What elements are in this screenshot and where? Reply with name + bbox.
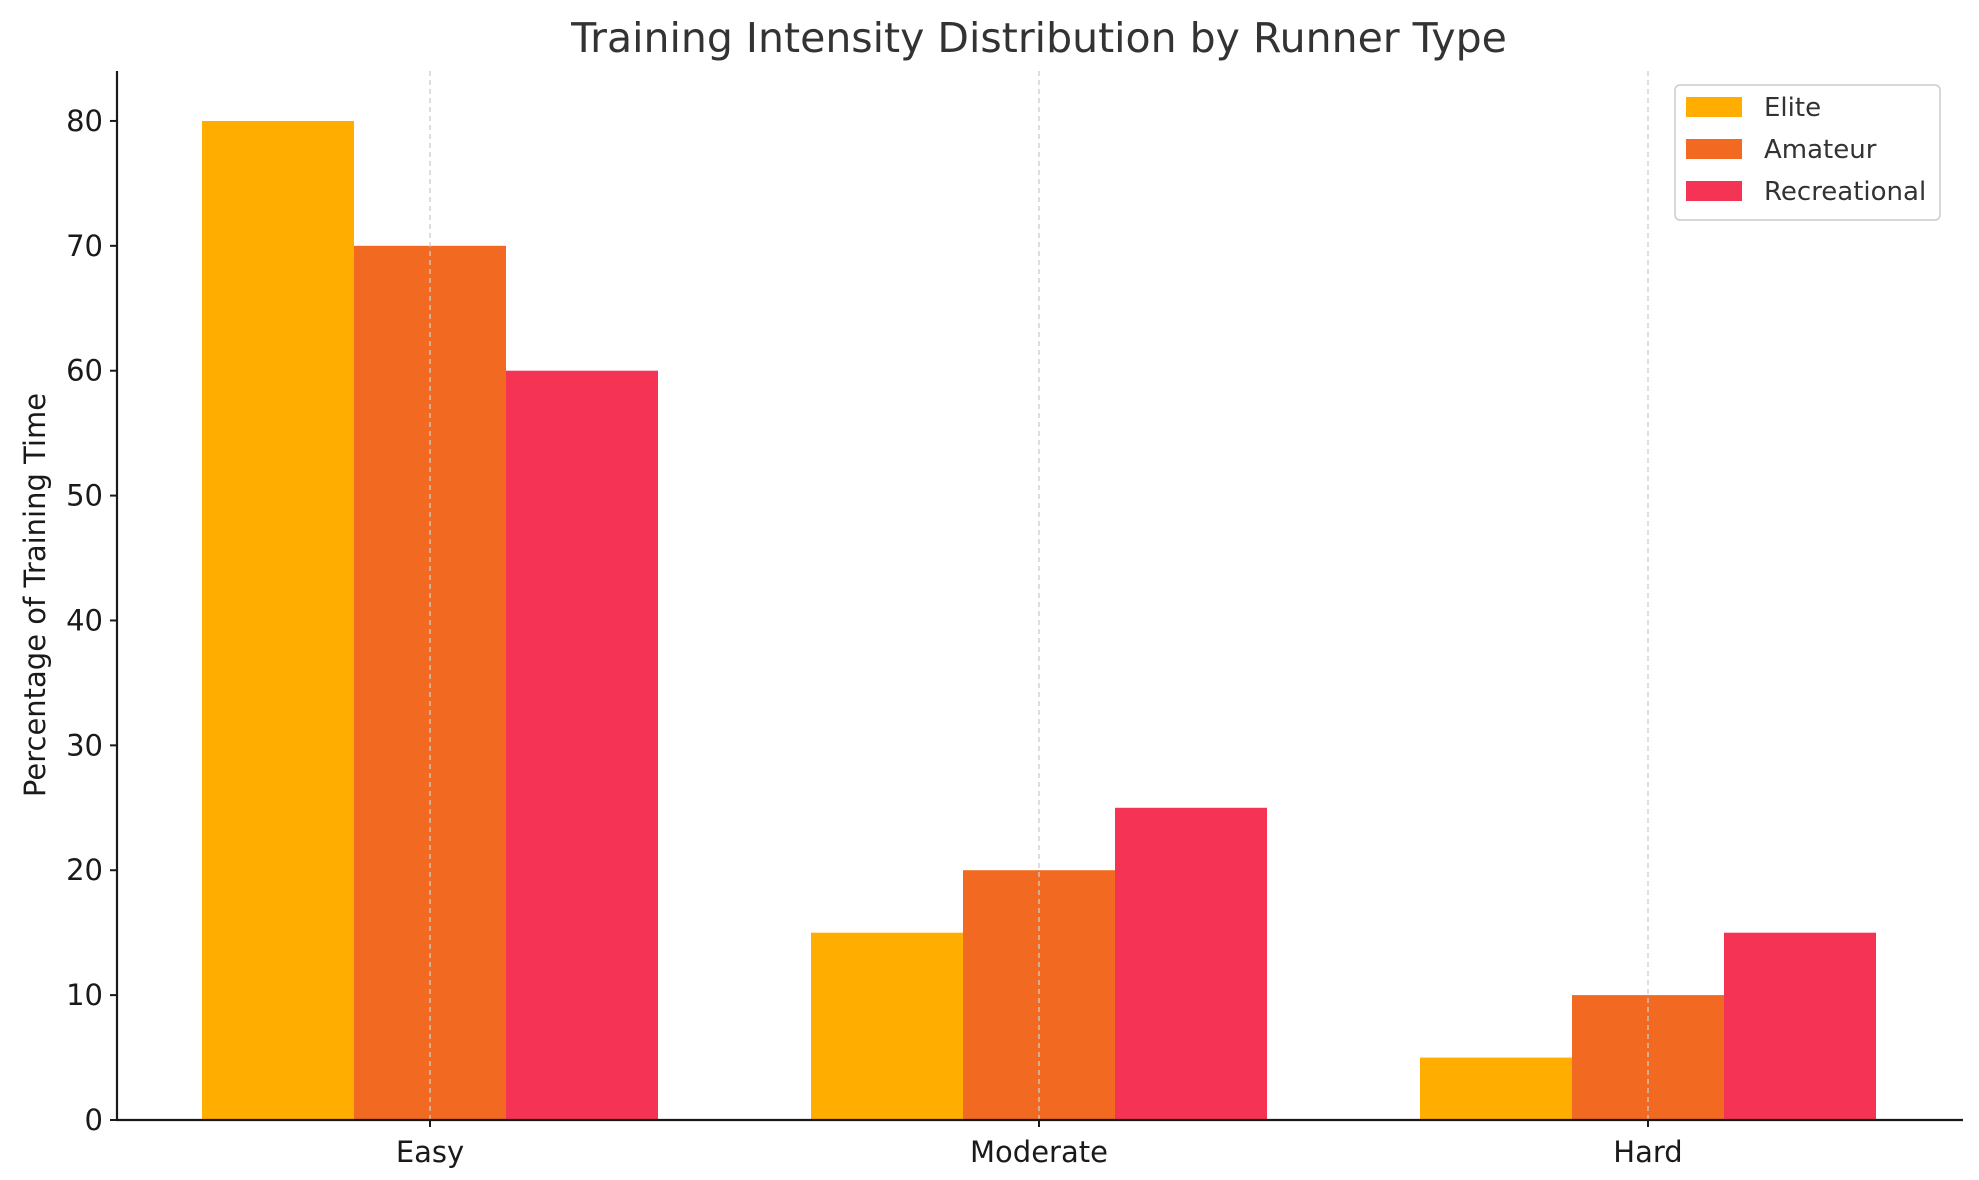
- x-tick-label-hard: Hard: [1613, 1135, 1682, 1169]
- bar-amateur-easy: [354, 245, 506, 1121]
- legend-swatch-amateur: [1686, 139, 1742, 159]
- legend-label-recreational: Recreational: [1764, 177, 1926, 207]
- x-tick-label-moderate: Moderate: [970, 1135, 1108, 1169]
- y-tick-label: 70: [66, 229, 103, 263]
- bar-elite-moderate: [811, 932, 963, 1120]
- bar-recreational-moderate: [1115, 807, 1267, 1120]
- chart-title: Training Intensity Distribution by Runne…: [570, 14, 1507, 62]
- bar-recreational-easy: [506, 370, 658, 1120]
- y-tick-label: 10: [66, 978, 103, 1012]
- x-tick-label-easy: Easy: [396, 1135, 464, 1169]
- legend-label-amateur: Amateur: [1764, 135, 1877, 165]
- bar-recreational-hard: [1724, 932, 1876, 1120]
- legend-swatch-elite: [1686, 97, 1742, 117]
- bar-elite-hard: [1420, 1057, 1572, 1120]
- y-tick-label: 50: [66, 479, 103, 513]
- y-axis-label: Percentage of Training Time: [18, 393, 52, 797]
- y-tick-label: 0: [85, 1103, 103, 1137]
- y-tick-label: 60: [66, 354, 103, 388]
- legend-swatch-recreational: [1686, 181, 1742, 201]
- bars: [202, 121, 1876, 1121]
- legend: Elite Amateur Recreational: [1674, 84, 1941, 221]
- y-tick-label: 80: [66, 104, 103, 138]
- gridlines: [429, 71, 1649, 1120]
- y-tick-label: 40: [66, 603, 103, 637]
- legend-items: Elite Amateur Recreational: [1686, 93, 1926, 207]
- bar-elite-easy: [202, 121, 354, 1120]
- legend-label-elite: Elite: [1764, 93, 1821, 123]
- y-tick-label: 30: [66, 728, 103, 762]
- y-tick-label: 20: [66, 853, 103, 887]
- y-ticks: 0 10 20 30 40 50 60 70 80: [66, 104, 117, 1137]
- x-ticks: Easy Moderate Hard: [396, 1120, 1683, 1169]
